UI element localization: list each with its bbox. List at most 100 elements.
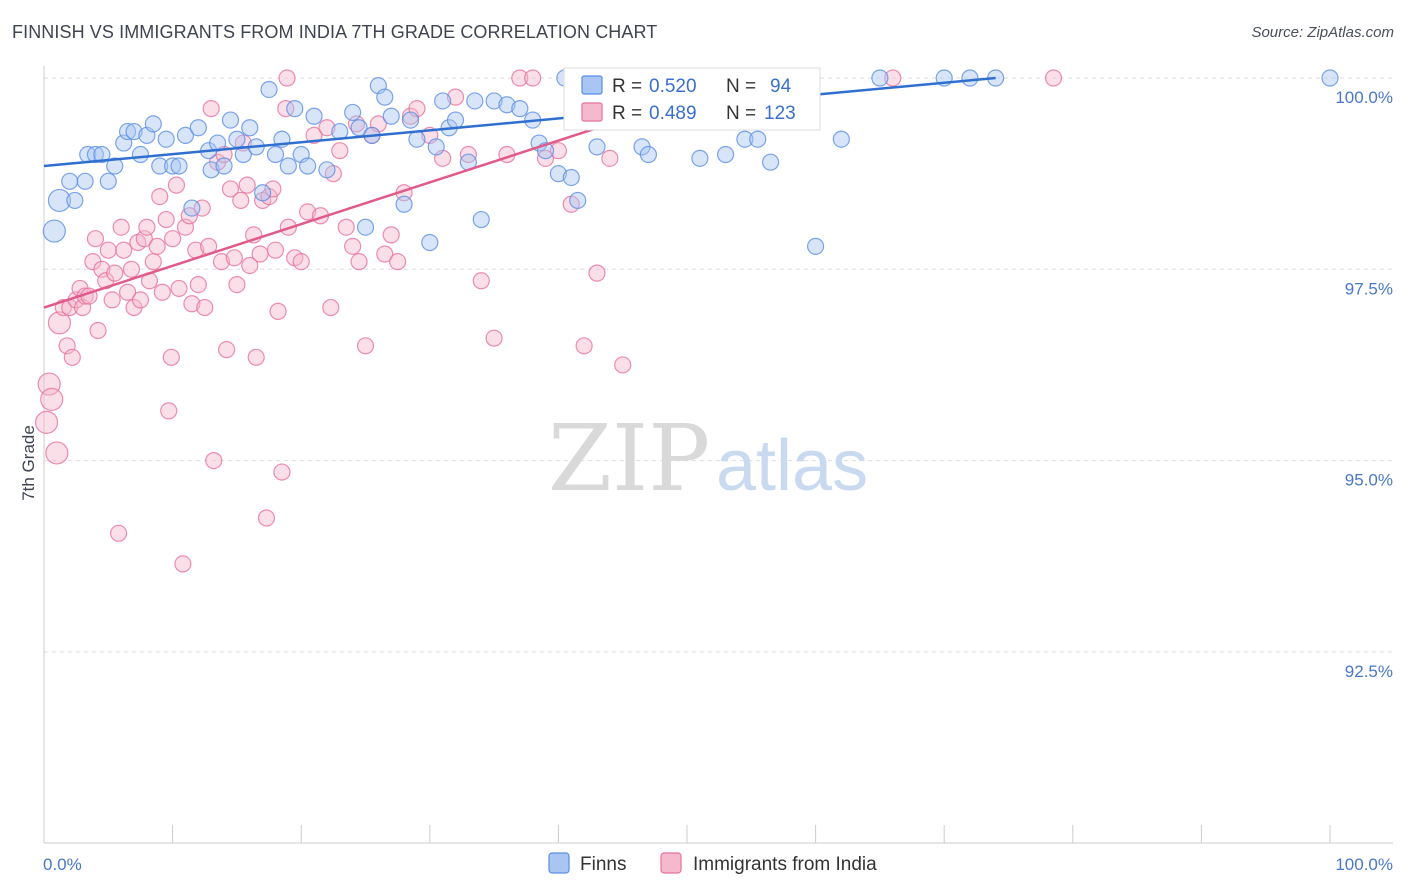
india-point-111 (575, 337, 593, 355)
finns-point-48 (376, 88, 394, 106)
india-point-8 (63, 348, 81, 366)
india-point-79 (299, 203, 317, 221)
finns-point-20 (176, 126, 195, 144)
finns-point-3 (66, 191, 84, 210)
x-tick-label-max: 100.0% (1335, 855, 1393, 874)
y-tick-label-0: 100.0% (1335, 88, 1393, 107)
india-point-83 (322, 298, 340, 317)
finns-point-60 (472, 210, 490, 229)
india-point-4 (47, 311, 72, 335)
india-point-15 (86, 230, 105, 248)
india-point-69 (257, 509, 276, 527)
finns-point-26 (215, 157, 233, 175)
india-point-34 (148, 237, 166, 255)
y-tick-label-2: 95.0% (1345, 471, 1393, 490)
finns-point-0 (42, 219, 66, 243)
finns-point-76 (639, 145, 658, 164)
finns-n-label: N = (726, 76, 756, 97)
finns-point-22 (189, 119, 207, 137)
finns-point-51 (401, 111, 420, 129)
india-point-95 (389, 253, 407, 271)
finns-r-label: R = (612, 76, 642, 97)
india-point-94 (382, 226, 400, 244)
india-n-value: 123 (764, 103, 796, 124)
india-point-67 (251, 245, 269, 263)
finns-point-2 (61, 172, 79, 190)
watermark-atlas: atlas (716, 426, 868, 506)
india-point-20 (103, 291, 121, 309)
india-point-104 (485, 329, 503, 347)
grid-lines (44, 77, 1393, 653)
finns-point-81 (716, 145, 735, 164)
india-point-50 (196, 298, 214, 317)
india-point-26 (122, 260, 141, 278)
finns-point-53 (421, 233, 439, 252)
india-point-114 (614, 356, 632, 374)
y-tick-label-1: 97.5% (1345, 279, 1393, 298)
india-point-64 (241, 256, 259, 275)
watermark-zip: ZIP (548, 405, 710, 512)
india-point-71 (264, 180, 282, 198)
finns-point-83 (749, 130, 767, 148)
india-point-101 (446, 88, 465, 106)
india-point-36 (153, 283, 171, 301)
india-point-59 (225, 249, 243, 267)
finns-point-32 (254, 184, 272, 202)
finns-point-71 (588, 138, 606, 156)
india-point-80 (305, 126, 323, 144)
finns-point-86 (806, 237, 825, 255)
india-point-38 (160, 402, 178, 420)
india-point-63 (238, 176, 256, 194)
india-point-53 (205, 452, 223, 470)
y-axis-label: 7th Grade (19, 425, 38, 501)
india-series-points (34, 69, 1063, 573)
finns-point-19 (170, 157, 188, 175)
india-point-1 (37, 372, 61, 396)
india-point-82 (318, 119, 336, 137)
india-point-40 (164, 230, 182, 248)
chart-title: FINNISH VS IMMIGRANTS FROM INDIA 7TH GRA… (12, 22, 658, 42)
india-point-42 (170, 279, 188, 298)
finns-point-7 (93, 145, 111, 164)
finns-point-61 (485, 92, 503, 110)
india-point-72 (266, 241, 285, 259)
india-point-61 (232, 191, 250, 210)
finns-point-4 (76, 172, 94, 190)
finns-point-17 (157, 130, 175, 148)
finns-point-34 (266, 145, 285, 164)
series-legend: Finns Immigrants from India (548, 852, 877, 875)
india-point-19 (99, 241, 117, 259)
india-point-39 (162, 348, 180, 366)
india-point-23 (112, 218, 130, 236)
finns-point-18 (164, 157, 182, 175)
finns-point-88 (871, 69, 889, 87)
finns-point-16 (151, 157, 169, 175)
finns-point-37 (286, 100, 304, 118)
india-point-74 (273, 463, 291, 481)
finns-point-9 (106, 157, 124, 175)
y-axis-tick-labels: 100.0% 97.5% 95.0% 92.5% (1335, 88, 1393, 681)
finns-point-52 (408, 130, 426, 148)
india-point-90 (356, 337, 375, 355)
india-point-86 (337, 218, 355, 236)
india-point-89 (350, 253, 368, 271)
india-point-78 (292, 253, 310, 271)
finns-point-41 (318, 161, 336, 179)
finns-point-54 (427, 138, 445, 156)
india-point-29 (131, 291, 150, 309)
india-point-58 (221, 180, 240, 198)
finns-point-11 (118, 122, 137, 141)
india-point-43 (174, 555, 192, 573)
finns-point-36 (279, 157, 297, 175)
finns-point-69 (569, 191, 587, 210)
finns-point-50 (395, 195, 413, 213)
finns-point-68 (562, 168, 580, 187)
finns-point-49 (382, 107, 400, 125)
india-point-66 (247, 348, 265, 366)
x-axis-ticks (43, 825, 1331, 843)
india-point-24 (115, 241, 133, 259)
finns-r-value: 0.520 (649, 76, 697, 97)
finns-point-55 (434, 92, 452, 110)
finns-point-30 (241, 119, 259, 137)
